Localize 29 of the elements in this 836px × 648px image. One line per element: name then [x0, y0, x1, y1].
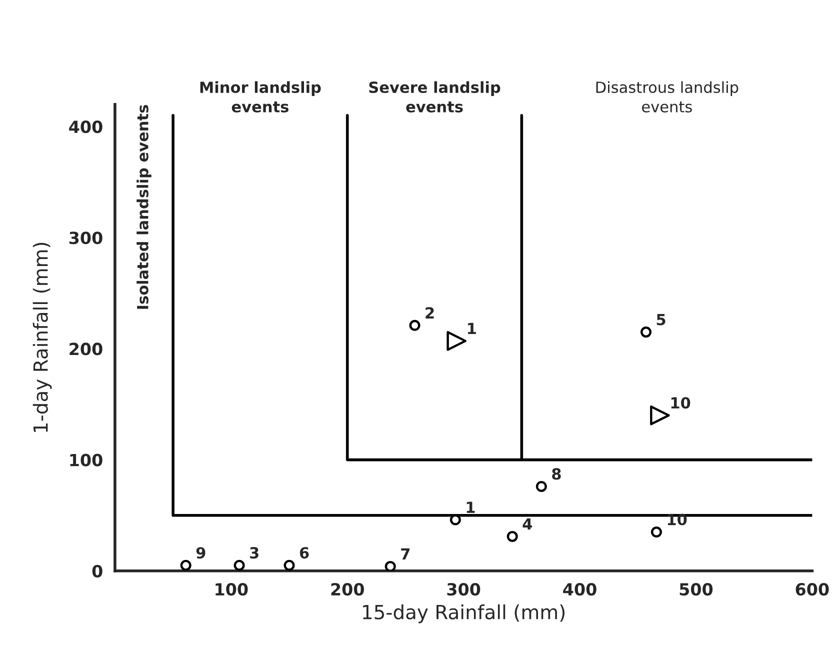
annotation: 1	[466, 502, 475, 513]
annotation: 5	[656, 314, 666, 326]
annotation: 1	[468, 322, 476, 334]
annotation: Disastrous landslip events	[596, 81, 738, 112]
y-tick-label: 200	[70, 342, 102, 356]
y-tick-label: 100	[70, 454, 102, 466]
annotation: 8	[552, 468, 561, 480]
annotation: 10	[671, 397, 690, 409]
x-axis-title: 15-day Rainfall (mm)	[363, 604, 564, 624]
annotation: Minor landslip events	[200, 81, 321, 112]
annotation: Isolated landslip events	[136, 105, 152, 309]
x-tick-label: 200	[331, 582, 364, 596]
annotation: 6	[300, 547, 309, 559]
x-tick-label: 300	[447, 582, 480, 596]
annotation: Severe landslip events	[369, 81, 500, 112]
y-axis-title: 1-day Rainfall (mm)	[32, 242, 52, 432]
y-tick-label: 300	[69, 232, 102, 244]
annotation: 3	[250, 547, 258, 559]
annotation: 10	[668, 514, 687, 526]
x-tick-label: 600	[796, 582, 829, 596]
y-tick-label: 400	[69, 120, 102, 134]
x-tick-label: 400	[563, 582, 596, 596]
annotation: 4	[522, 518, 532, 530]
annotation: 9	[196, 547, 206, 559]
annotation: 2	[426, 307, 434, 318]
x-tick-label: 500	[680, 582, 713, 596]
x-tick-label: 100	[216, 582, 248, 596]
y-tick-label: 0	[92, 564, 102, 578]
annotation: 7	[401, 548, 410, 560]
